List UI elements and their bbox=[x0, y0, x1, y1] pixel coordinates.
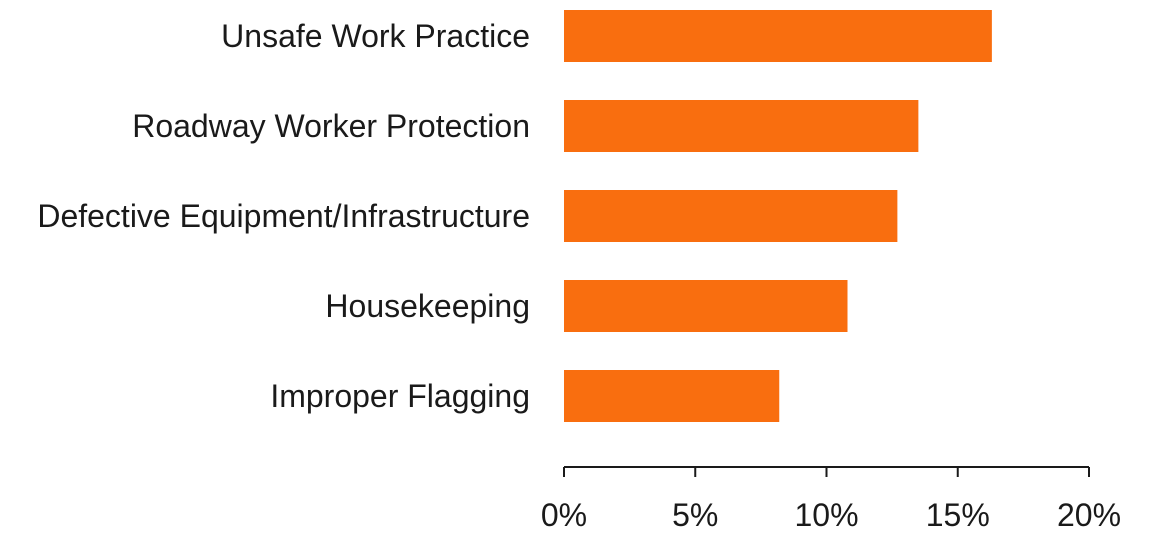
x-tick-label-4: 20% bbox=[1057, 497, 1121, 533]
category-label-4: Improper Flagging bbox=[270, 378, 530, 414]
bar-3 bbox=[564, 280, 848, 332]
bars-group bbox=[564, 10, 992, 422]
bar-4 bbox=[564, 370, 780, 422]
category-labels: Unsafe Work Practice Roadway Worker Prote… bbox=[37, 18, 530, 414]
category-label-0: Unsafe Work Practice bbox=[221, 18, 530, 54]
bar-2 bbox=[564, 190, 898, 242]
category-label-3: Housekeeping bbox=[325, 288, 530, 324]
x-tick-label-0: 0% bbox=[541, 497, 587, 533]
x-axis: 0% 5% 10% 15% 20% bbox=[541, 466, 1121, 533]
bar-1 bbox=[564, 100, 919, 152]
x-tick-label-3: 15% bbox=[926, 497, 990, 533]
x-tick-label-2: 10% bbox=[794, 497, 858, 533]
category-label-2: Defective Equipment/Infrastructure bbox=[37, 198, 530, 234]
bar-0 bbox=[564, 10, 992, 62]
category-label-1: Roadway Worker Protection bbox=[132, 108, 530, 144]
x-tick-label-1: 5% bbox=[672, 497, 718, 533]
